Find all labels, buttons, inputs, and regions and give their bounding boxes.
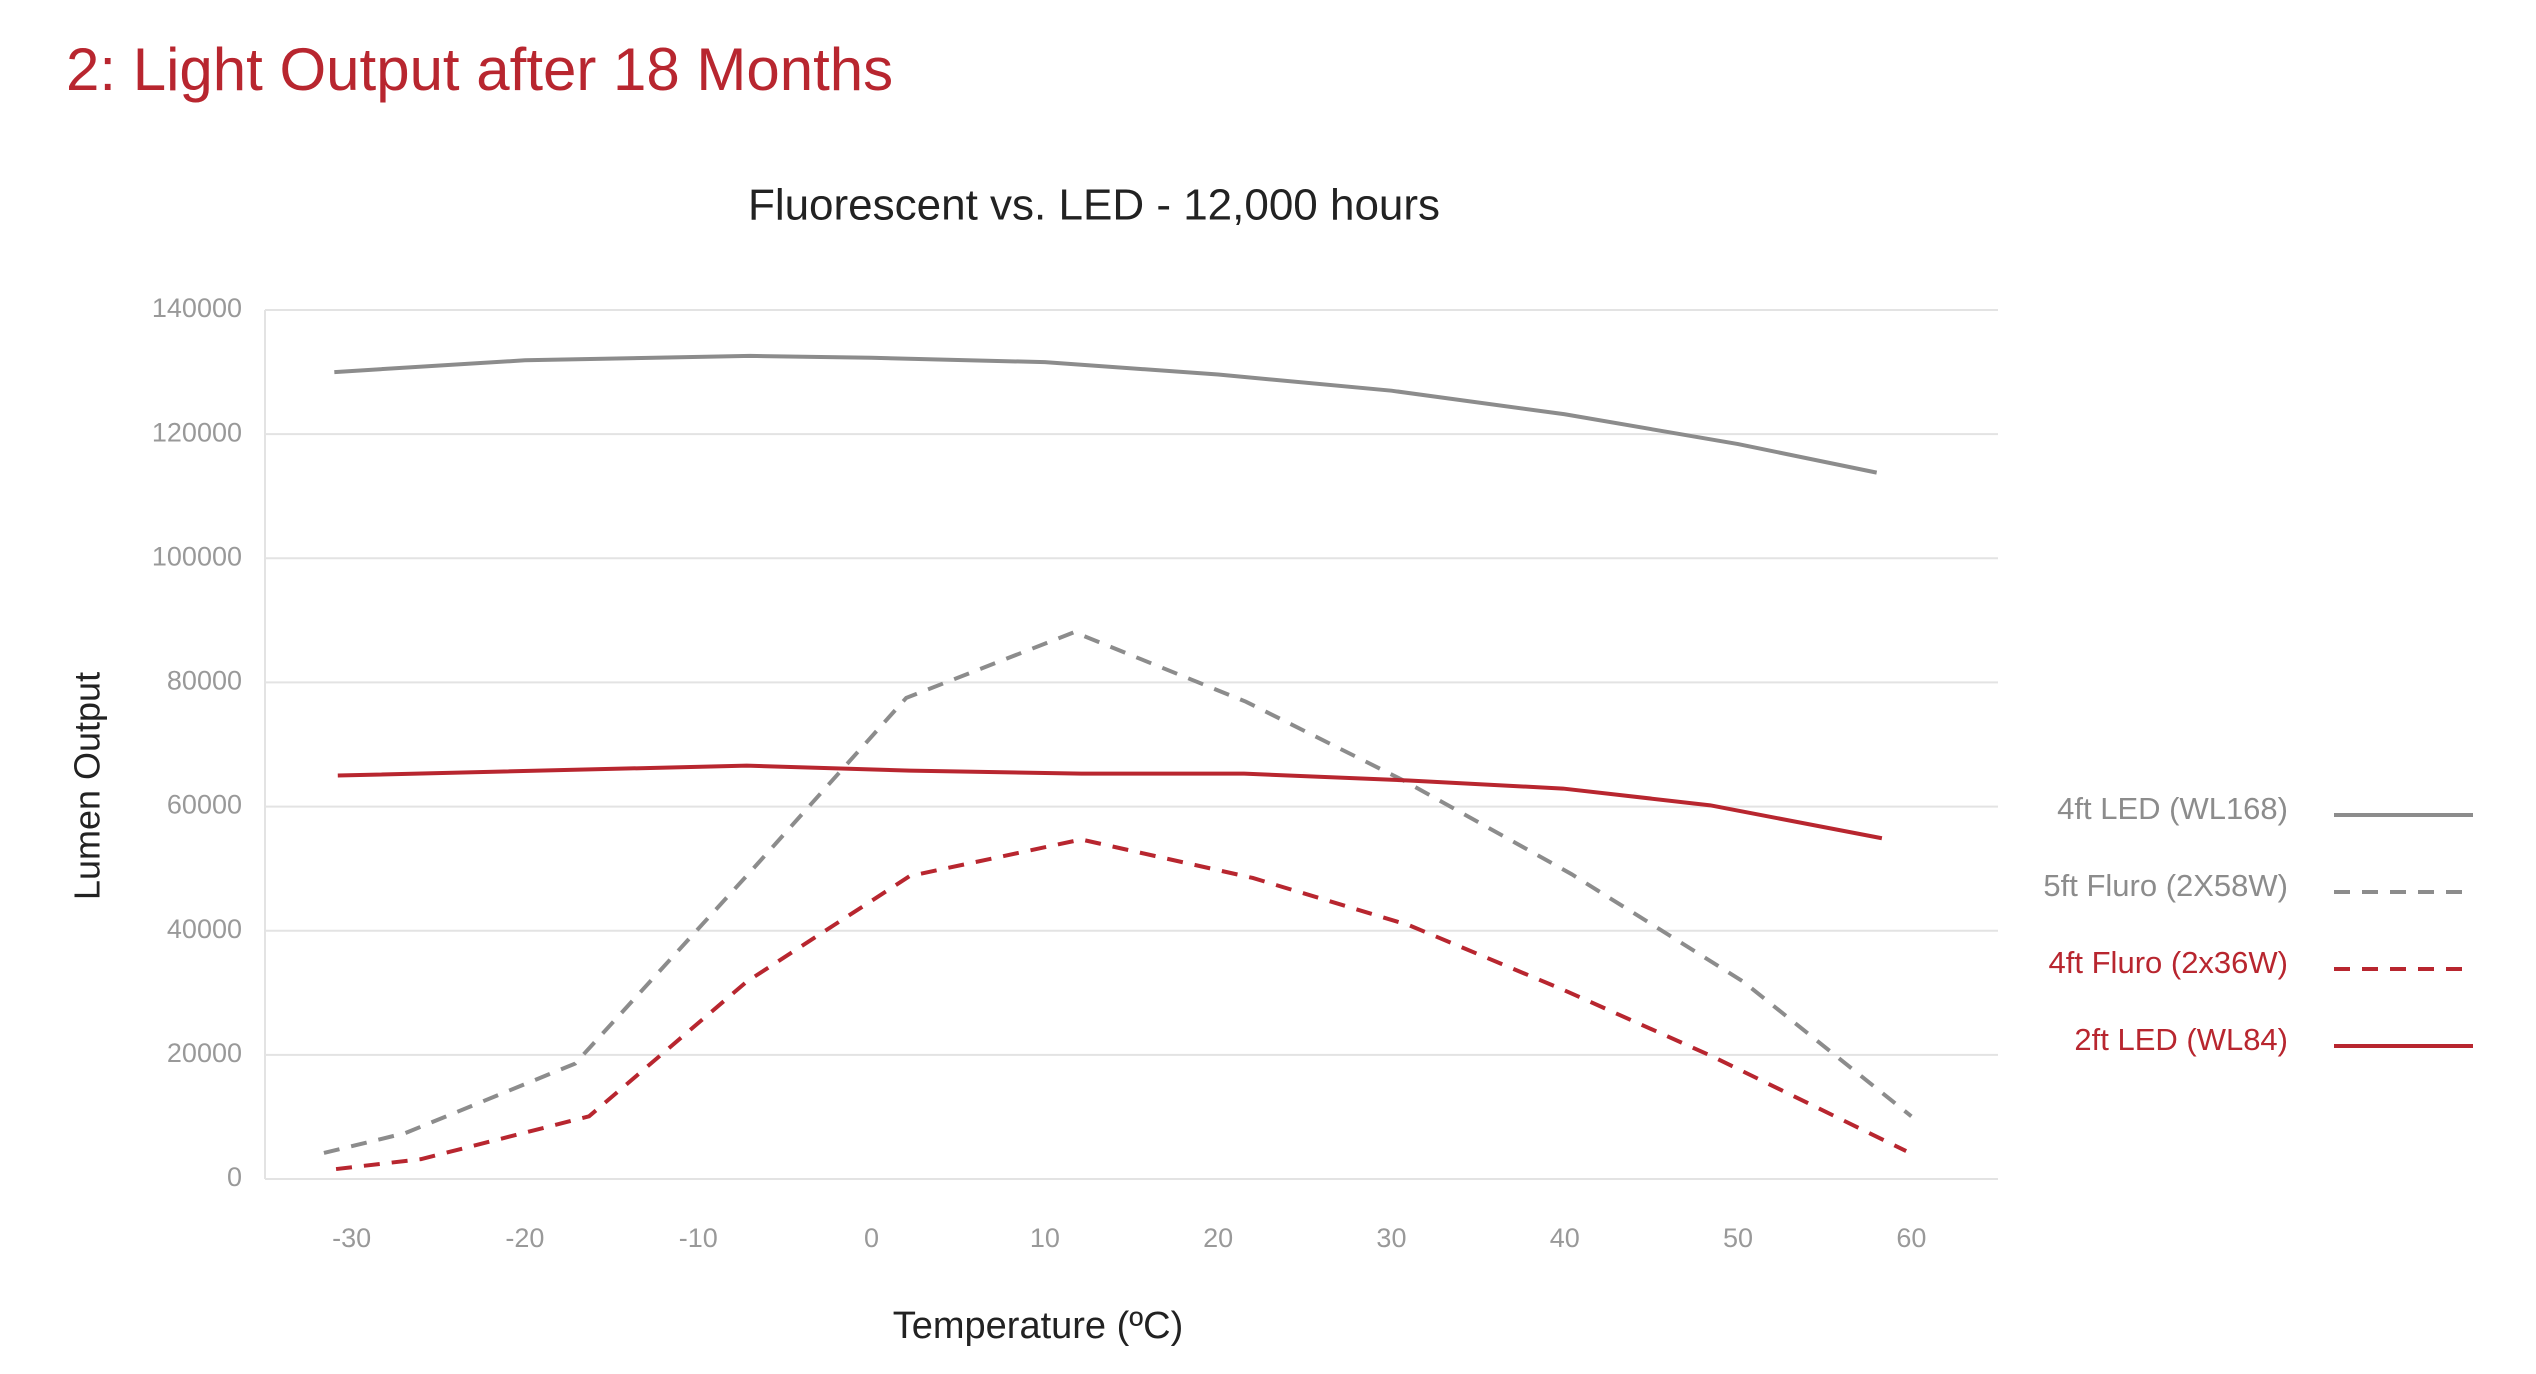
y-tick-label: 0: [227, 1162, 242, 1192]
x-axis-label: Temperature (ºC): [893, 1305, 1184, 1347]
x-tick-label: 40: [1550, 1223, 1580, 1253]
page-title: 2: Light Output after 18 Months: [66, 36, 893, 103]
x-tick-label: 20: [1203, 1223, 1233, 1253]
legend-label: 5ft Fluro (2X58W): [2043, 868, 2288, 903]
y-tick-label: 20000: [167, 1038, 242, 1068]
chart-title: Fluorescent vs. LED - 12,000 hours: [748, 181, 1440, 230]
legend-label: 4ft LED (WL168): [2057, 791, 2288, 826]
series-line: [335, 837, 1908, 1172]
x-tick-label: -10: [679, 1223, 718, 1253]
x-tick-label: 0: [864, 1223, 879, 1253]
legend-label: 2ft LED (WL84): [2074, 1022, 2288, 1057]
y-tick-label: 120000: [152, 417, 242, 447]
x-tick-label: -20: [505, 1223, 544, 1253]
x-tick-label: -30: [332, 1223, 371, 1253]
x-tick-label: 30: [1376, 1223, 1406, 1253]
legend-label: 4ft Fluro (2x36W): [2049, 945, 2288, 980]
x-tick-label: 10: [1030, 1223, 1060, 1253]
y-tick-label: 140000: [152, 293, 242, 323]
x-tick-label: 50: [1723, 1223, 1753, 1253]
series-line: [323, 629, 1913, 1155]
y-axis-label: Lumen Output: [67, 672, 108, 900]
y-tick-label: 40000: [167, 914, 242, 944]
y-tick-label: 60000: [167, 790, 242, 820]
y-tick-label: 100000: [152, 541, 242, 571]
x-tick-label: 60: [1896, 1223, 1926, 1253]
series-line: [334, 353, 1878, 475]
series-line: [337, 763, 1883, 841]
y-tick-label: 80000: [167, 666, 242, 696]
